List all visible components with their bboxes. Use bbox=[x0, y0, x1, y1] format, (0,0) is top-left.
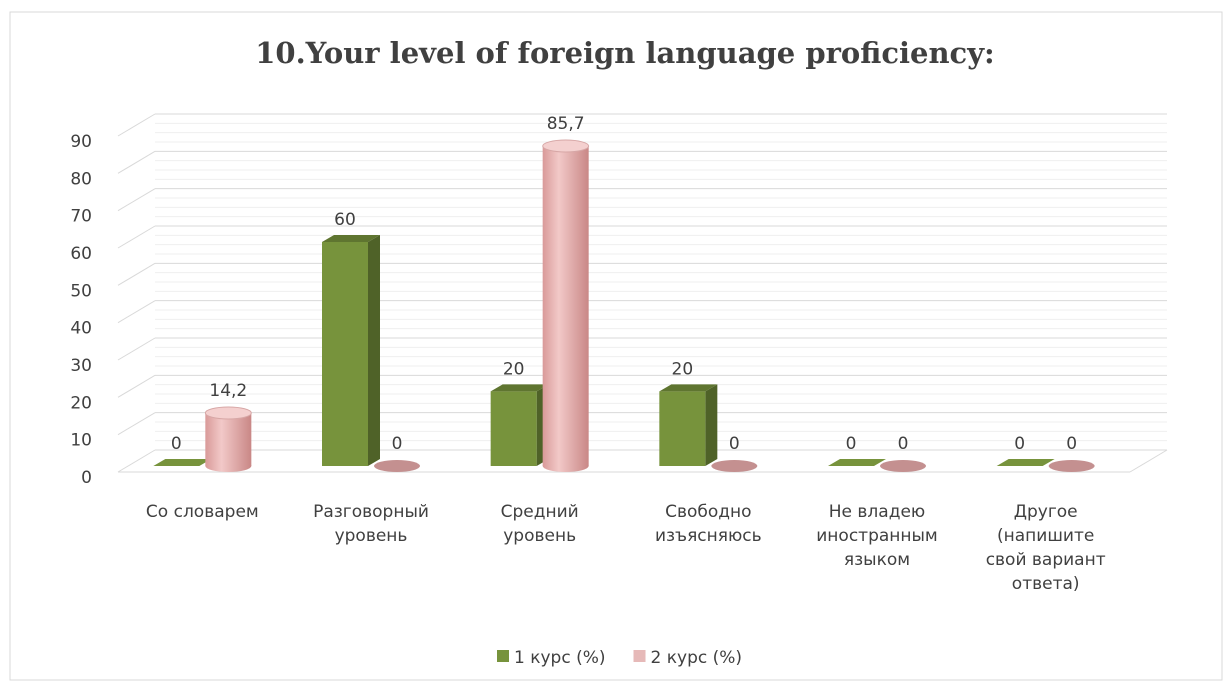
x-tick-label-line: Свободно bbox=[665, 502, 751, 522]
y-tick-label: 0 bbox=[81, 468, 92, 488]
x-tick-label-line: Со словарем bbox=[146, 502, 259, 522]
bar-bottom bbox=[542, 460, 589, 472]
y-tick-label: 50 bbox=[70, 281, 92, 301]
data-label: 14,2 bbox=[209, 381, 247, 401]
bar-body bbox=[542, 146, 589, 466]
grid-line bbox=[117, 337, 156, 361]
bar bbox=[996, 459, 1055, 466]
data-label: 0 bbox=[171, 434, 182, 454]
bar-top bbox=[996, 459, 1055, 466]
x-tick-label-line: Не владею bbox=[829, 502, 925, 522]
bar bbox=[711, 460, 758, 472]
bar-front bbox=[490, 391, 537, 466]
bar bbox=[828, 459, 886, 466]
x-tick-label-line: (напишите bbox=[997, 526, 1094, 546]
bar-side bbox=[705, 384, 718, 466]
y-tick-label: 30 bbox=[70, 356, 92, 376]
y-tick-label: 80 bbox=[70, 169, 92, 189]
bar bbox=[659, 384, 718, 466]
data-label: 0 bbox=[1014, 434, 1025, 454]
y-tick-label: 90 bbox=[70, 132, 92, 152]
x-tick-label: Свободно изъясняюсь bbox=[655, 502, 762, 546]
x-tick-label-line: Разговорный bbox=[313, 502, 429, 522]
grid-line bbox=[117, 449, 156, 473]
bar bbox=[374, 460, 420, 472]
y-tick-label: 70 bbox=[70, 207, 92, 227]
data-label: 0 bbox=[898, 434, 909, 454]
data-label: 0 bbox=[392, 434, 403, 454]
x-tick-label-line: уровень bbox=[335, 526, 408, 546]
bar bbox=[153, 459, 212, 466]
x-tick-label: Другое (напишите свой вариант ответа) bbox=[986, 502, 1106, 594]
grid-line bbox=[117, 374, 156, 398]
bar bbox=[322, 235, 380, 466]
bar-top bbox=[659, 384, 718, 392]
x-tick-label-line: Другое bbox=[1014, 502, 1078, 522]
y-tick-label: 40 bbox=[70, 319, 92, 339]
bar bbox=[204, 406, 252, 472]
bar-front bbox=[322, 242, 368, 466]
x-tick-label: Со словарем bbox=[146, 502, 259, 522]
grid-line bbox=[117, 225, 156, 249]
bar-body bbox=[205, 412, 252, 466]
bar-top bbox=[880, 460, 926, 472]
bar-bottom bbox=[205, 460, 252, 472]
x-tick-label: Средний уровень bbox=[501, 502, 579, 546]
x-tick-label-line: изъясняюсь bbox=[655, 526, 762, 546]
bar-top bbox=[204, 406, 252, 420]
bar-top bbox=[374, 460, 420, 472]
x-tick-label-line: иностранным bbox=[816, 526, 938, 546]
x-tick-label-line: Средний bbox=[501, 502, 579, 522]
bar-top bbox=[1048, 460, 1095, 472]
bar-front bbox=[659, 391, 706, 466]
grid-line bbox=[117, 300, 156, 324]
bar bbox=[490, 384, 549, 466]
grid-line bbox=[117, 150, 156, 174]
floor-edge bbox=[1129, 449, 1168, 473]
x-tick-label-line: ответа) bbox=[1012, 574, 1080, 594]
legend-label: 2 курс (%) bbox=[651, 648, 743, 668]
data-label: 85,7 bbox=[547, 114, 585, 134]
x-tick-label-line: уровень bbox=[503, 526, 576, 546]
grid-line bbox=[117, 113, 156, 137]
data-label: 0 bbox=[729, 434, 740, 454]
data-label: 20 bbox=[503, 359, 525, 379]
data-label: 60 bbox=[334, 210, 356, 230]
data-label: 0 bbox=[846, 434, 857, 454]
bar-top bbox=[828, 459, 886, 466]
bar-top bbox=[490, 384, 549, 392]
data-label: 0 bbox=[1066, 434, 1077, 454]
bar-side bbox=[368, 235, 380, 466]
x-tick-label-line: языком bbox=[844, 550, 910, 570]
bar-top bbox=[322, 235, 380, 242]
bar bbox=[542, 139, 590, 472]
x-tick-label: Разговорный уровень bbox=[313, 502, 429, 546]
x-tick-label-line: свой вариант bbox=[986, 550, 1106, 570]
y-tick-label: 60 bbox=[70, 244, 92, 264]
chart-title: 10.Your level of foreign language profic… bbox=[255, 36, 995, 70]
y-tick-label: 20 bbox=[70, 393, 92, 413]
grid-line bbox=[117, 412, 156, 436]
x-tick-label: Не владею иностранным языком bbox=[816, 502, 938, 570]
bar-top bbox=[153, 459, 212, 466]
legend-label: 1 курс (%) bbox=[514, 648, 606, 668]
legend-swatch bbox=[497, 650, 509, 662]
bar-top bbox=[711, 460, 758, 472]
bar-top bbox=[542, 139, 590, 153]
data-label: 20 bbox=[672, 359, 694, 379]
bar bbox=[1048, 460, 1095, 472]
grid-line bbox=[117, 262, 156, 286]
bar bbox=[880, 460, 926, 472]
grid-line bbox=[117, 188, 156, 212]
y-tick-label: 10 bbox=[70, 431, 92, 451]
legend-swatch bbox=[633, 650, 646, 662]
